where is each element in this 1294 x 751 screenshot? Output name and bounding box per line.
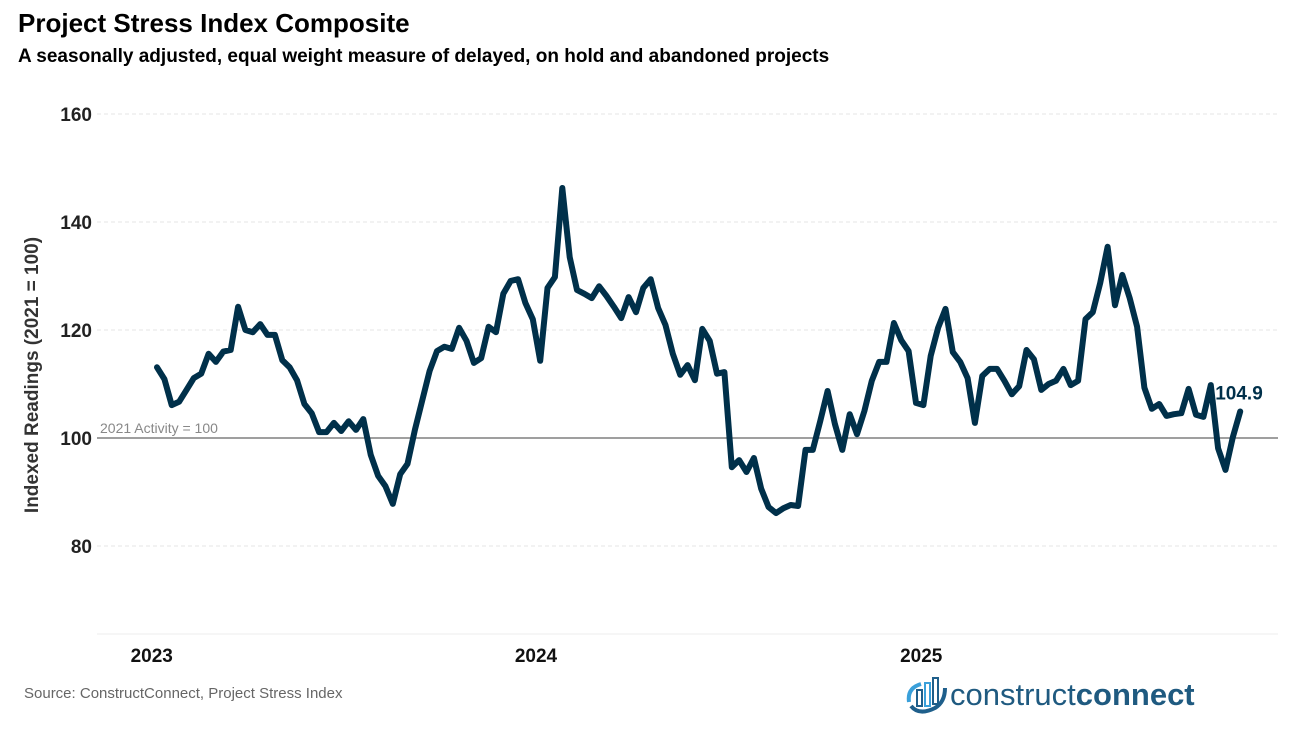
y-axis-label: Indexed Readings (2021 = 100) xyxy=(22,237,43,513)
last-value-label: 104.9 xyxy=(1215,384,1263,405)
x-tick-label: 2023 xyxy=(131,646,173,667)
reference-line-label: 2021 Activity = 100 xyxy=(100,420,218,436)
chart-subtitle: A seasonally adjusted, equal weight meas… xyxy=(18,46,830,67)
logo-text-bold: connect xyxy=(1076,677,1195,712)
y-tick-label: 160 xyxy=(60,105,92,126)
series-line xyxy=(154,185,1244,517)
chart-title: Project Stress Index Composite xyxy=(18,8,410,38)
y-tick-label: 80 xyxy=(71,537,92,558)
svg-text:constructconnect: constructconnect xyxy=(950,677,1195,712)
x-tick-label: 2025 xyxy=(900,646,943,667)
logo-text-light: construct xyxy=(950,677,1076,712)
y-tick-label: 100 xyxy=(60,429,92,450)
logo-mark-icon: constructconnect xyxy=(906,677,1195,714)
source-note: Source: ConstructConnect, Project Stress… xyxy=(24,685,343,702)
x-tick-label: 2024 xyxy=(515,646,558,667)
y-tick-label: 120 xyxy=(60,321,92,342)
y-tick-label: 140 xyxy=(60,213,92,234)
constructconnect-logo: constructconnect xyxy=(905,672,1245,722)
